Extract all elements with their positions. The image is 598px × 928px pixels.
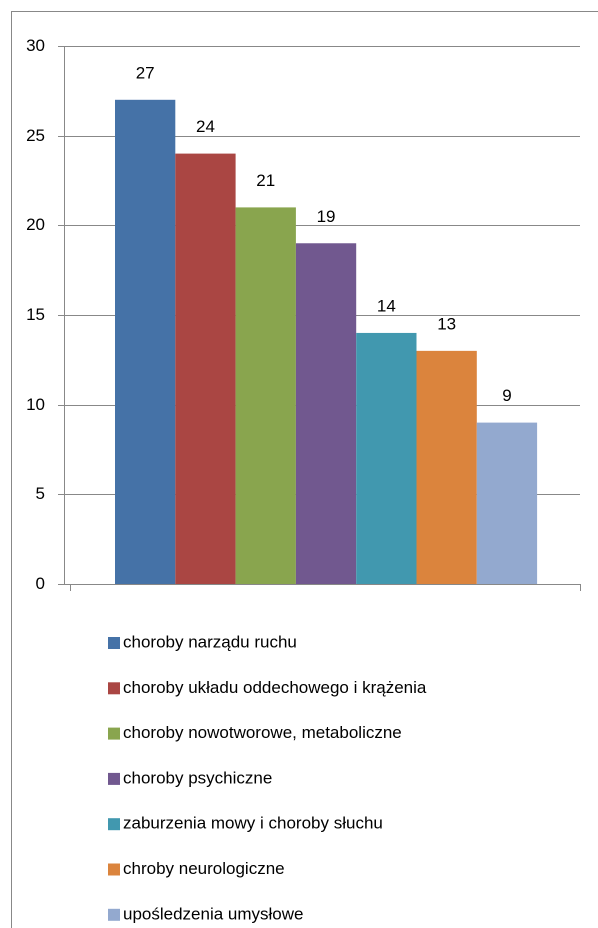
bar xyxy=(295,243,357,584)
legend-label: choroby psychiczne xyxy=(123,768,272,787)
y-tick-label: 5 xyxy=(36,484,45,503)
y-tick-label: 10 xyxy=(26,395,45,414)
y-tick-label: 20 xyxy=(26,215,45,234)
bar xyxy=(235,207,296,584)
data-label: 9 xyxy=(502,386,511,405)
legend-label: choroby narządu ruchu xyxy=(123,632,297,651)
legend-label: chroby neurologiczne xyxy=(123,859,285,878)
bar xyxy=(416,350,477,584)
bar xyxy=(476,422,538,584)
data-label: 19 xyxy=(317,207,336,226)
legend-swatch xyxy=(108,908,120,921)
y-tick-label: 0 xyxy=(36,574,45,593)
data-label: 14 xyxy=(377,296,396,315)
legend-swatch xyxy=(108,772,120,785)
legend-label: choroby nowotworowe, metaboliczne xyxy=(123,723,402,742)
y-tick-label: 15 xyxy=(26,305,45,324)
legend-label: upośledzenia umysłowe xyxy=(123,904,304,923)
legend-swatch xyxy=(108,863,120,876)
y-tick-label: 30 xyxy=(26,36,45,55)
legend-label: zaburzenia mowy i choroby słuchu xyxy=(123,814,383,833)
bar xyxy=(356,332,417,584)
legend-swatch xyxy=(108,818,120,831)
legend-swatch xyxy=(108,637,120,649)
legend-swatch xyxy=(108,727,120,740)
data-label: 24 xyxy=(196,117,215,136)
data-label: 13 xyxy=(437,314,456,333)
bar xyxy=(175,153,236,584)
data-label: 21 xyxy=(256,171,275,190)
data-label: 27 xyxy=(136,63,155,82)
legend-swatch xyxy=(108,682,120,695)
bar xyxy=(115,99,176,585)
legend-label: choroby układu oddechowego i krążenia xyxy=(123,678,427,697)
y-tick-label: 25 xyxy=(26,126,45,145)
